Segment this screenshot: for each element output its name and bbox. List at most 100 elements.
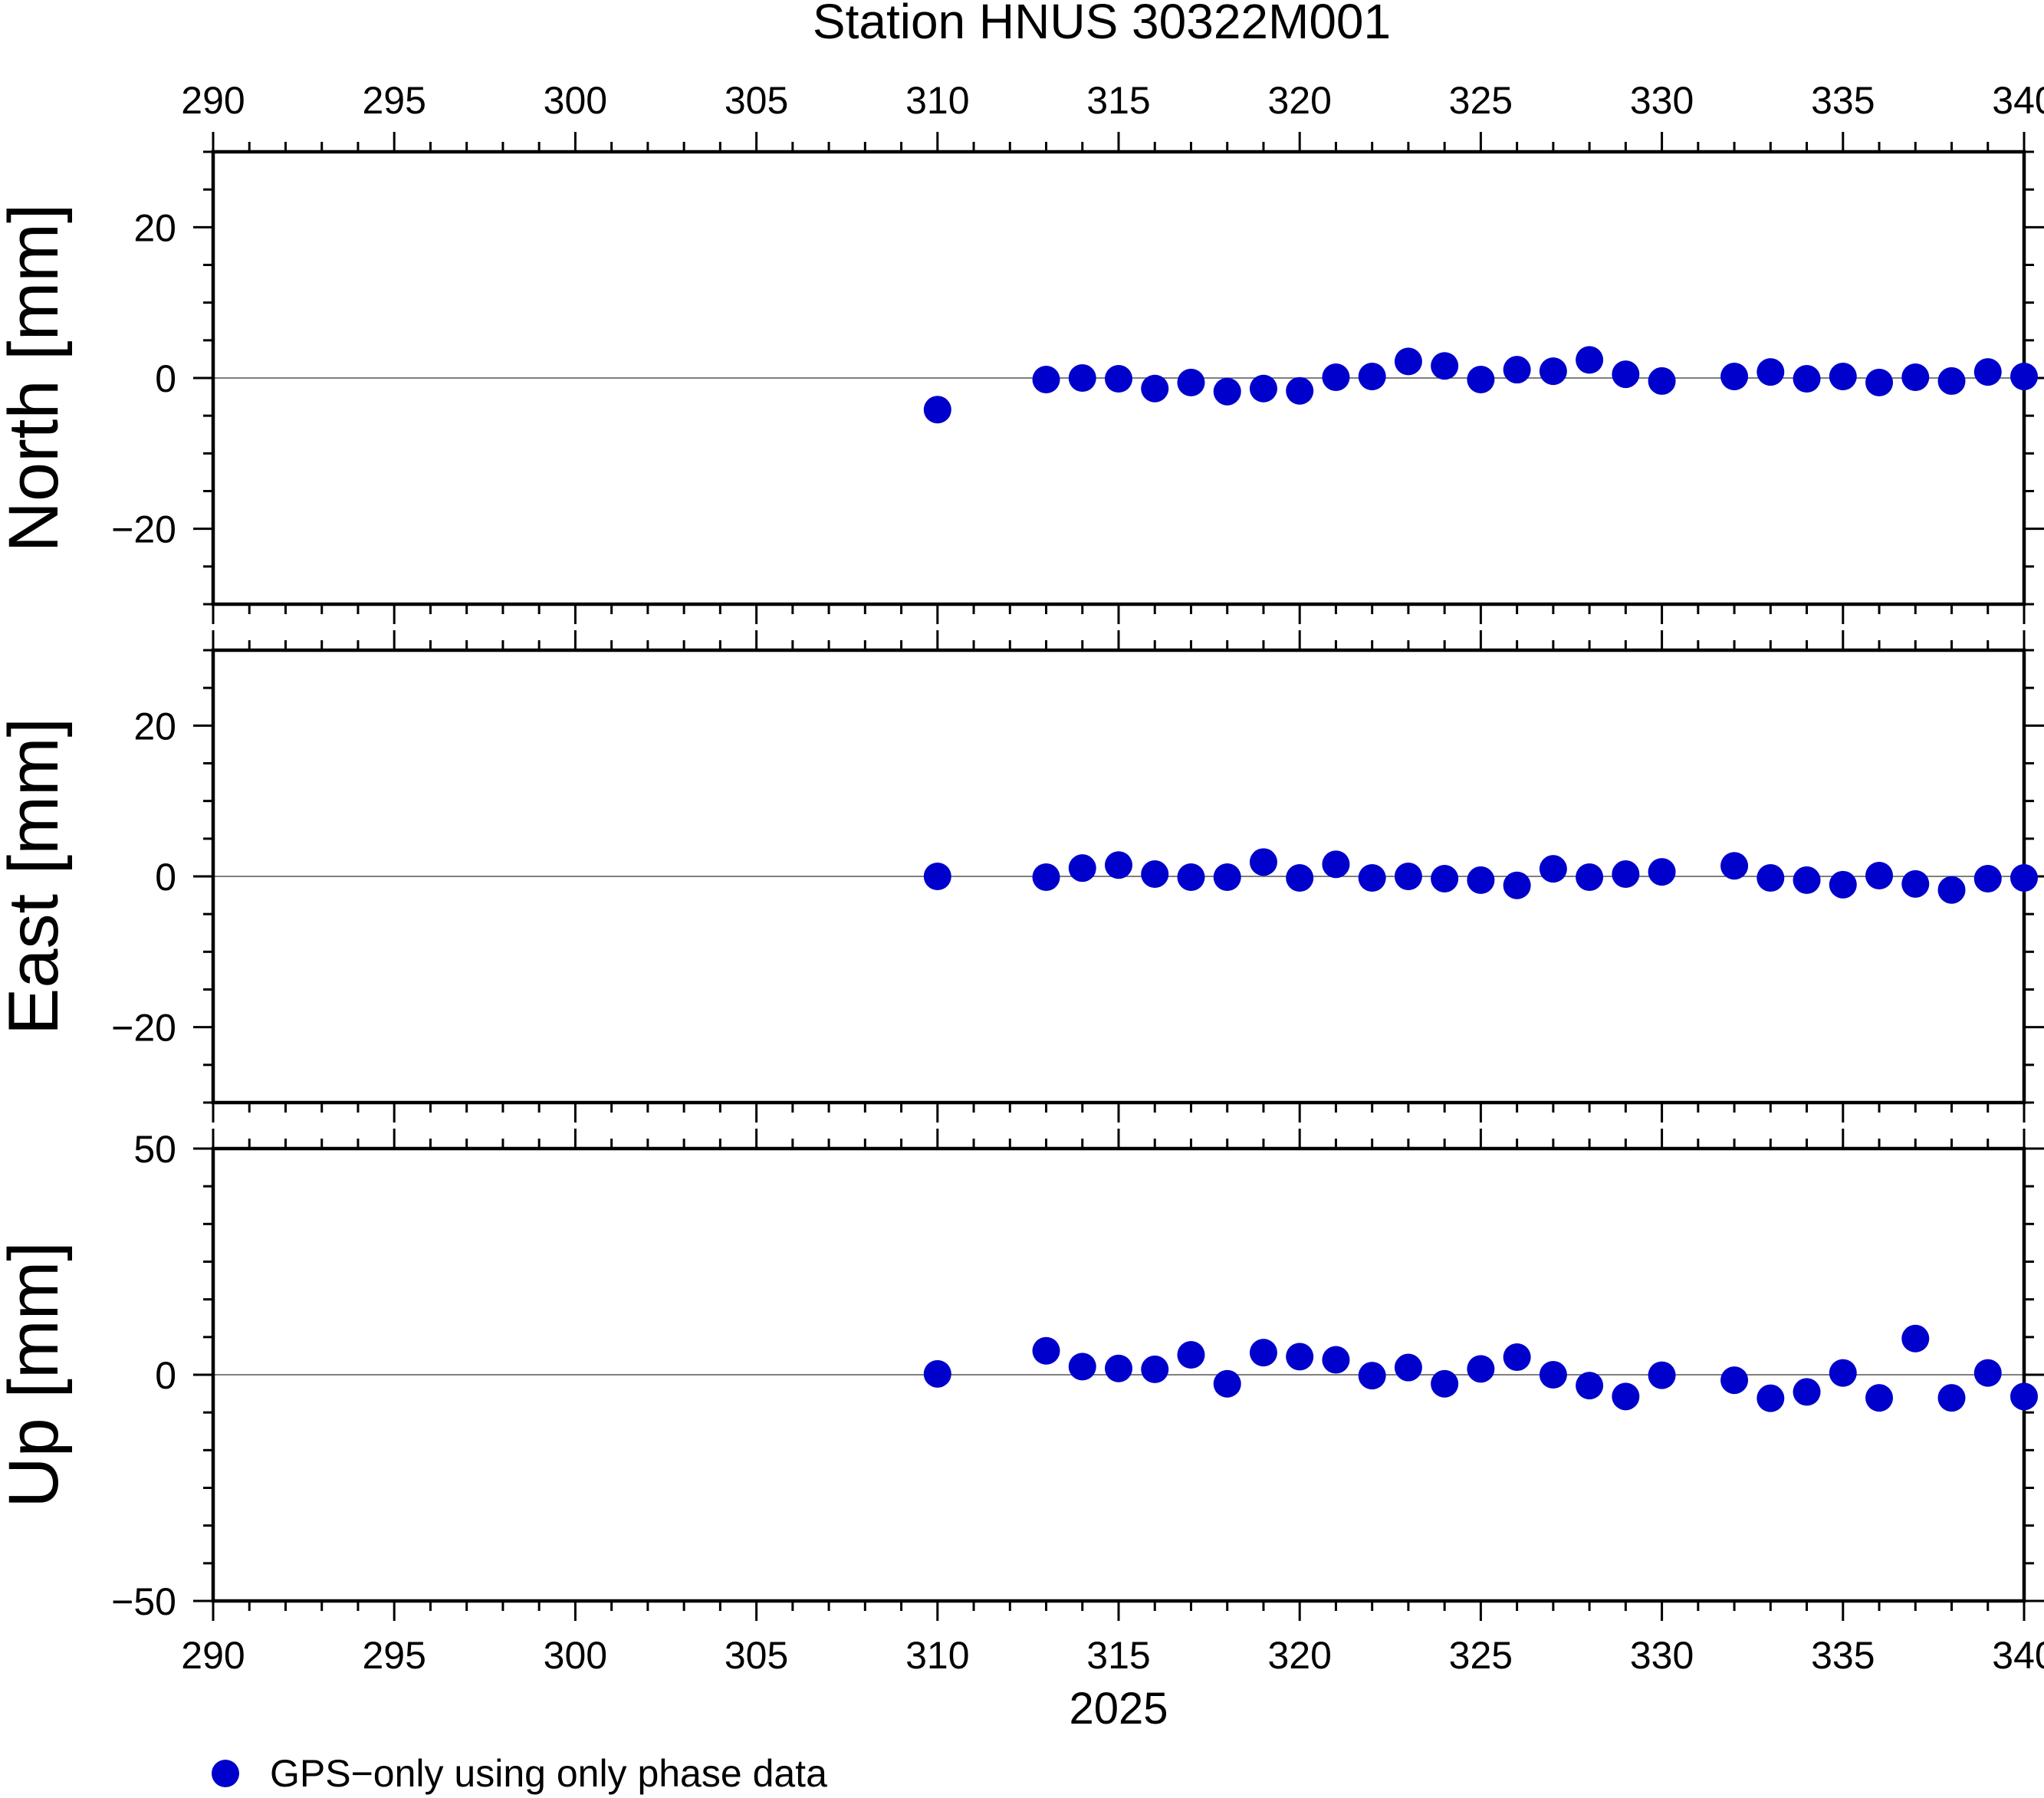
y-tick-label: 0 [155,1354,176,1397]
data-point [1249,1339,1277,1367]
data-point [1322,1346,1350,1374]
data-point [2010,863,2038,892]
x-tick-label: 300 [544,1634,607,1677]
data-point [1503,871,1531,899]
data-point [1032,365,1060,393]
data-point [1576,1372,1604,1400]
data-point [1793,1378,1821,1406]
data-point [1720,1366,1749,1395]
legend-marker [212,1760,239,1787]
data-point [1394,347,1422,376]
data-point [1612,860,1640,889]
x-tick-label: 305 [725,79,788,122]
data-point [1358,363,1386,391]
x-tick-label: 290 [181,1634,245,1677]
data-point [1973,1359,2002,1387]
data-point [1286,1343,1314,1371]
data-point [1394,863,1422,890]
x-tick-label: 335 [1811,1634,1875,1677]
data-point [1756,863,1785,892]
data-point [1865,1384,1894,1412]
data-point [1068,364,1096,392]
data-point [1141,1355,1169,1383]
data-point [1213,863,1241,891]
data-point [1503,356,1531,384]
data-point [1829,870,1857,899]
data-point [1032,1336,1060,1365]
data-point [1973,358,2002,386]
data-point [1648,858,1676,886]
x-tick-label: 320 [1267,79,1331,122]
data-point [1793,866,1821,894]
data-point [1901,869,1930,898]
data-point [1612,1382,1640,1411]
x-tick-label: 325 [1449,79,1513,122]
legend-label: GPS−only using only phase data [270,1752,827,1795]
data-point [1648,367,1676,395]
data-point [1032,863,1060,891]
y-axis-label: North [mm] [0,204,73,553]
data-point [1249,848,1277,876]
data-point [923,396,951,424]
data-point [1358,1362,1386,1390]
data-point [1539,855,1567,883]
data-point [1720,363,1749,391]
data-point [1467,866,1495,894]
data-point [1973,864,2002,892]
data-point [1141,374,1169,403]
y-tick-label: 20 [133,705,176,748]
data-point [1322,850,1350,879]
legend: GPS−only using only phase data [212,1752,827,1795]
data-point [1756,1384,1785,1412]
data-point [1141,860,1169,889]
data-points [923,1324,2038,1412]
x-tick-label: 310 [905,79,969,122]
data-point [1431,864,1459,892]
data-point [1286,863,1314,892]
x-tick-label: 330 [1630,79,1694,122]
x-tick-label: 330 [1630,1634,1694,1677]
data-point [1177,1341,1205,1369]
data-point [1901,363,1930,392]
x-tick-label: 310 [905,1634,969,1677]
x-tick-label: 340 [1992,79,2044,122]
y-tick-label: −20 [111,508,176,551]
data-point [1394,1353,1422,1382]
data-point [1612,360,1640,389]
x-tick-label: 320 [1267,1634,1331,1677]
x-axis-label: 2025 [1069,1684,1168,1734]
data-point [1576,863,1604,891]
data-point [1865,368,1894,396]
data-point [1576,346,1604,374]
data-point [2010,1382,2038,1411]
x-tick-label: 295 [362,1634,426,1677]
data-point [1829,1359,1857,1387]
data-point [1829,363,1857,391]
data-points [923,346,2038,424]
panel-2: 20 0 −20 East [mm] [0,630,2044,1123]
x-tick-label: 315 [1086,1634,1150,1677]
y-tick-label: 50 [133,1128,176,1171]
data-point [1177,368,1205,396]
x-tick-label: 295 [362,79,426,122]
data-point [1865,862,1894,890]
data-point [1431,352,1459,380]
data-point [1068,854,1096,883]
data-point [1177,863,1205,891]
data-point [1539,1361,1567,1389]
data-point [1937,367,1966,395]
y-tick-label: 0 [155,856,176,899]
data-point [1793,364,1821,393]
panel-3: 50 0 −50 Up [mm] [0,1128,2044,1623]
x-tick-label: 335 [1811,79,1875,122]
x-tick-label: 315 [1086,79,1150,122]
data-point [1901,1324,1930,1353]
chart-title: Station HNUS 30322M001 [813,0,1391,49]
data-point [1431,1369,1459,1398]
y-tick-label: −50 [111,1580,176,1623]
data-point [1756,358,1785,386]
y-tick-label: 0 [155,357,176,400]
data-point [1105,851,1132,879]
data-point [1105,1354,1132,1382]
